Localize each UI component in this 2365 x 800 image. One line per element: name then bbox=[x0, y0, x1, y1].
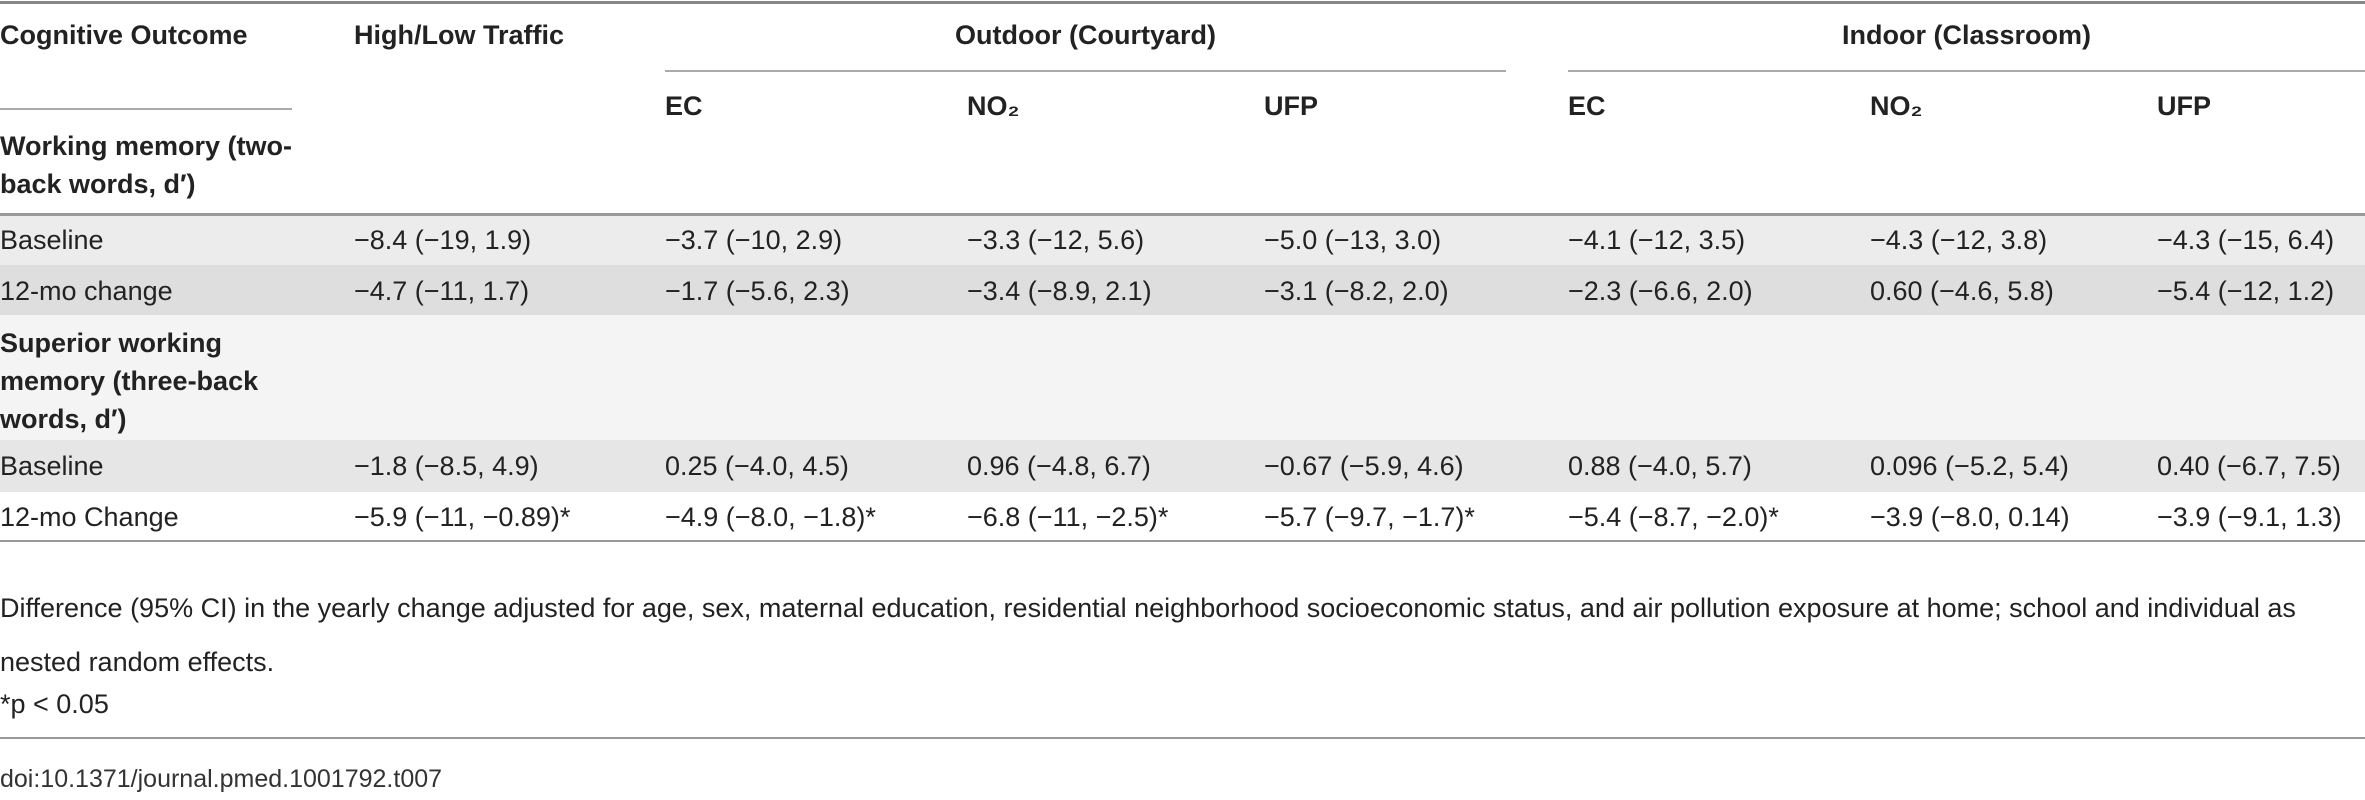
row-label: 12-mo change bbox=[0, 276, 173, 306]
rule bbox=[0, 213, 2365, 216]
cell: −5.4 (−12, 1.2) bbox=[2157, 276, 2335, 306]
cell: −5.0 (−13, 3.0) bbox=[1264, 225, 1442, 255]
row-background bbox=[0, 440, 2365, 492]
sub-header: UFP bbox=[2157, 91, 2211, 121]
sub-header: NO₂ bbox=[1870, 91, 1923, 121]
footnote: Difference (95% CI) in the yearly change… bbox=[0, 593, 2296, 677]
cell: −1.8 (−8.5, 4.9) bbox=[354, 451, 539, 481]
group-header: Outdoor (Courtyard) bbox=[955, 20, 1216, 50]
cell: −4.1 (−12, 3.5) bbox=[1568, 225, 1746, 255]
group-header: Indoor (Classroom) bbox=[1841, 20, 2091, 50]
cell: −3.9 (−8.0, 0.14) bbox=[1870, 502, 2070, 532]
rule bbox=[0, 108, 292, 110]
cell: −3.7 (−10, 2.9) bbox=[665, 225, 843, 255]
cell: 0.96 (−4.8, 6.7) bbox=[967, 451, 1151, 481]
cell: −5.7 (−9.7, −1.7)* bbox=[1264, 502, 1475, 532]
cell: 0.88 (−4.0, 5.7) bbox=[1568, 451, 1752, 481]
cell: −4.3 (−12, 3.8) bbox=[1870, 225, 2048, 255]
cell: 0.60 (−4.6, 5.8) bbox=[1870, 276, 2054, 306]
row-background bbox=[0, 315, 2365, 440]
cell: −1.7 (−5.6, 2.3) bbox=[665, 276, 850, 306]
cell: −2.3 (−6.6, 2.0) bbox=[1568, 276, 1753, 306]
cell: −4.7 (−11, 1.7) bbox=[354, 276, 530, 306]
row-label: Baseline bbox=[0, 225, 104, 255]
column-header: High/Low Traffic bbox=[354, 20, 565, 50]
doi: doi:10.1371/journal.pmed.1001792.t007 bbox=[0, 765, 443, 793]
sub-header: EC bbox=[665, 91, 703, 121]
row-background bbox=[0, 214, 2365, 265]
row-label: 12-mo Change bbox=[0, 502, 179, 532]
rule bbox=[0, 540, 2365, 542]
footnote: *p < 0.05 bbox=[0, 689, 109, 719]
sub-header: EC bbox=[1568, 91, 1606, 121]
cell: −6.8 (−11, −2.5)* bbox=[967, 502, 1169, 532]
cell: −5.4 (−8.7, −2.0)* bbox=[1568, 502, 1779, 532]
sub-header: UFP bbox=[1264, 91, 1318, 121]
cell: −3.1 (−8.2, 2.0) bbox=[1264, 276, 1449, 306]
rule bbox=[0, 737, 2365, 739]
rule bbox=[1568, 70, 2365, 72]
rule bbox=[0, 1, 2365, 4]
row-background bbox=[0, 265, 2365, 315]
section-label: Working memory (two-back words, d′) bbox=[0, 131, 293, 199]
rule bbox=[665, 70, 1506, 72]
sub-header: NO₂ bbox=[967, 91, 1020, 121]
cell: 0.40 (−6.7, 7.5) bbox=[2157, 451, 2341, 481]
cell: −3.4 (−8.9, 2.1) bbox=[967, 276, 1152, 306]
section-label: Superior working memory (three-back word… bbox=[0, 328, 259, 434]
cell: −0.67 (−5.9, 4.6) bbox=[1264, 451, 1464, 481]
row-label: Baseline bbox=[0, 451, 104, 481]
column-header: Cognitive Outcome bbox=[0, 20, 248, 50]
cell: −4.9 (−8.0, −1.8)* bbox=[665, 502, 876, 532]
cell: 0.096 (−5.2, 5.4) bbox=[1870, 451, 2069, 481]
cell: −4.3 (−15, 6.4) bbox=[2157, 225, 2335, 255]
cell: −5.9 (−11, −0.89)* bbox=[354, 502, 571, 532]
cell: 0.25 (−4.0, 4.5) bbox=[665, 451, 849, 481]
row-background bbox=[0, 492, 2365, 541]
cell: −8.4 (−19, 1.9) bbox=[354, 225, 532, 255]
cell: −3.9 (−9.1, 1.3) bbox=[2157, 502, 2342, 532]
cell: −3.3 (−12, 5.6) bbox=[967, 225, 1145, 255]
